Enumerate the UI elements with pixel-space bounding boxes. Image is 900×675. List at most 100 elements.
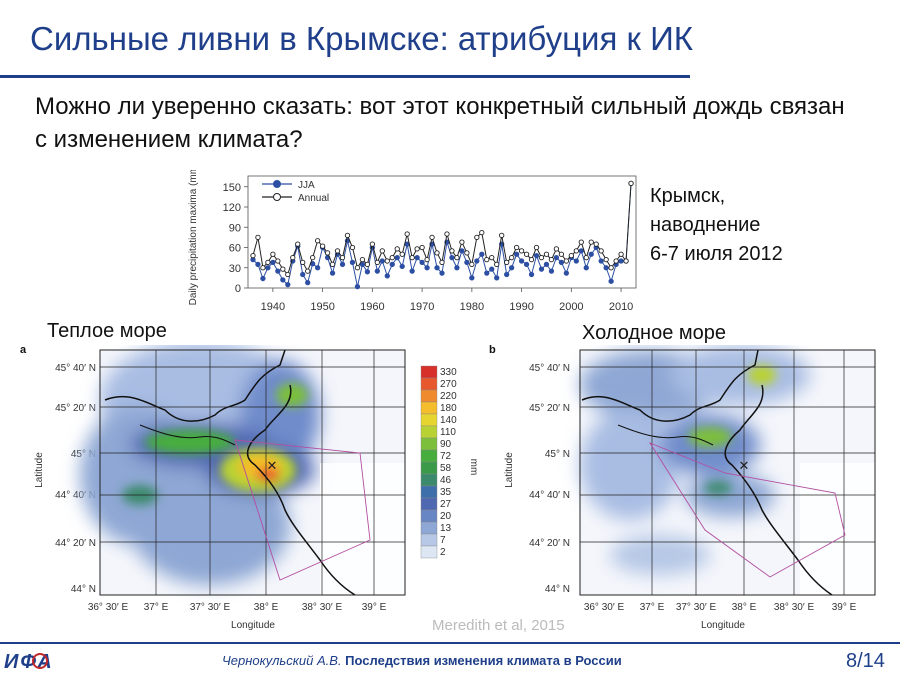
data-point-jja [523,261,530,268]
ifa-logo: ИФА [4,651,54,672]
data-point-jja [270,259,276,266]
data-point-jja [618,258,624,264]
data-point-annual [613,258,619,264]
data-point-annual [424,257,430,263]
colorbar-swatch [420,365,438,379]
data-point-jja [349,259,356,266]
data-point-jja [563,270,570,276]
data-point-annual [494,261,500,268]
logo-text: ИФА [4,651,54,672]
data-point-annual [429,234,435,241]
page-number: 8/14 [846,650,885,672]
coastline [581,349,833,596]
data-point-jja [598,258,604,264]
data-point-annual [260,265,266,271]
data-point-annual [553,246,560,252]
inner-domain-box [648,442,846,578]
y-tick-label: 150 [223,182,241,194]
footer-text: Чернокульский А.В. Последствия изменения… [222,653,622,668]
lon-tick: 36° 30′ E [584,602,625,613]
data-point-jja [424,265,430,271]
lat-tick: 45° 20′ N [529,403,570,414]
colorbar-level-label: 330 [440,367,457,378]
lon-tick: 38° 30′ E [302,602,343,613]
data-point-annual [319,243,326,249]
chart-ylabel: Daily precipitation maxima (mm) [188,170,199,305]
colorbar-level-label: 20 [440,511,452,522]
colorbar-level-label: 110 [440,427,456,438]
y-tick-label: 30 [229,263,241,275]
data-point-jja [489,266,495,272]
data-point-annual [454,254,460,261]
coastline [139,424,236,446]
colorbar-level-label: 72 [440,451,452,462]
data-point-annual [265,259,271,266]
data-point-jja [285,281,291,288]
colorbar-swatch [420,545,438,559]
lon-tick: 39° E [362,602,387,613]
data-point-annual [349,244,356,251]
data-point-jja [354,284,361,290]
x-tick-label: 1960 [360,301,384,313]
data-point-jja [469,275,475,281]
data-point-annual [339,254,346,261]
data-point-annual [364,261,371,268]
lon-tick: 37° E [640,602,665,613]
lon-tick: 38° 30′ E [774,602,815,613]
data-point-annual [474,234,480,241]
lat-tick: 44° 40′ N [529,490,570,501]
annotation-line-1: Крымск, [650,185,726,207]
data-point-annual [563,258,570,264]
data-point-jja [314,265,321,271]
data-point-annual [334,248,341,254]
colorbar-swatch [420,533,438,547]
y-tick-label: 60 [229,243,241,255]
data-point-annual [419,244,425,251]
data-point-annual [533,244,540,251]
colorbar-level-label: 35 [440,487,452,498]
data-point-jja [464,259,470,266]
data-point-annual [384,258,390,264]
colorbar-swatch [420,389,438,403]
data-point-annual [444,231,450,237]
data-point-jja [479,251,485,257]
colorbar-level-label: 46 [440,475,452,486]
coastline [617,424,714,446]
data-point-jja [280,277,286,283]
data-point-annual [409,254,415,261]
x-tick-label: 1940 [261,301,285,313]
colorbar-level-label: 180 [440,403,457,414]
source-credit: Meredith et al, 2015 [432,617,565,634]
data-point-jja [494,275,500,281]
data-point-annual [628,180,634,187]
lat-tick: 45° N [545,449,570,460]
data-point-annual [538,254,545,261]
data-point-annual [558,251,565,257]
data-point-annual [310,254,316,261]
annotation-line-2: наводнение [650,214,761,236]
data-point-jja [399,263,405,270]
colorbar-swatch [420,473,438,487]
data-point-annual [295,241,301,247]
data-point-annual [459,239,465,245]
data-point-annual [290,254,296,261]
data-point-annual [578,239,584,245]
data-point-annual [344,232,351,238]
colorbar-swatch [420,401,438,415]
colorbar-level-label: 90 [440,439,452,450]
data-point-jja [305,279,311,286]
data-point-annual [369,241,376,247]
lat-tick: 44° N [545,584,570,595]
data-point-annual [285,271,291,278]
data-point-annual [399,251,405,257]
data-point-jja [538,266,545,272]
lat-tick: 44° 20′ N [529,538,570,549]
data-point-jja [409,268,415,274]
warm-sea-precip-map: Latitude Longitude 45° 40′ N 45° 20′ N 4… [34,345,406,631]
data-point-annual [464,250,470,256]
y-tick-label: 120 [223,202,241,214]
x-tick-label: 2010 [609,301,633,313]
data-point-annual [439,259,445,266]
data-point-jja [459,248,465,254]
data-point-annual [543,251,550,257]
